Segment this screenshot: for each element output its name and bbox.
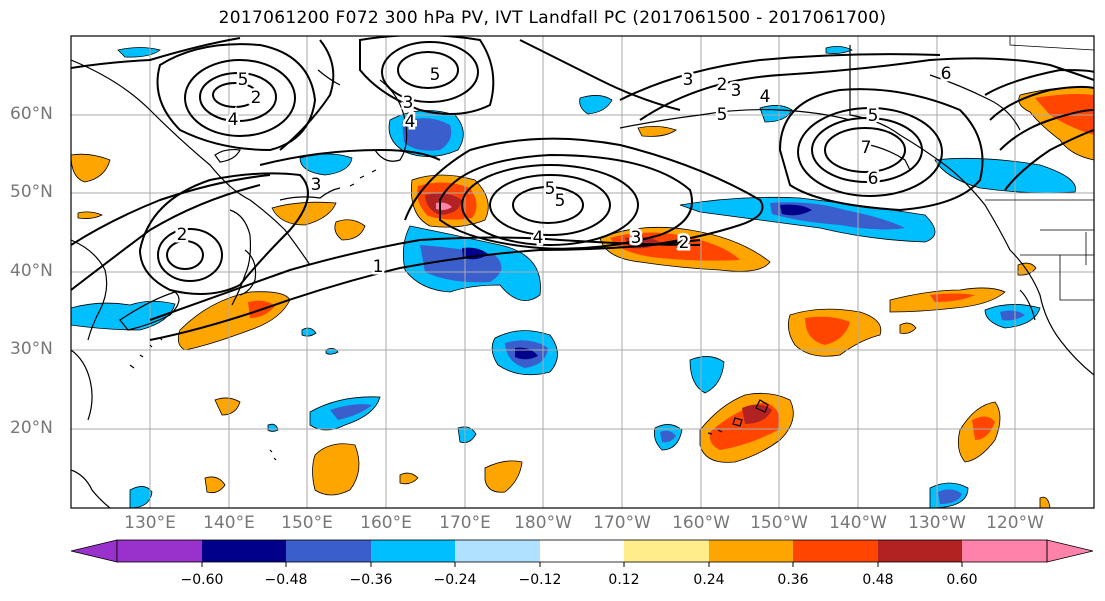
colorbar-tick-label: −0.48 [264,572,308,588]
lon-label: 140°E [203,513,255,533]
lon-label: 150°E [281,513,333,533]
colorbar-tick-label: −0.24 [433,572,477,588]
contour-label: 1 [373,257,384,277]
contour-label: 3 [403,93,414,113]
contour-label: 3 [631,228,642,248]
colorbar-tick-label: 0.24 [693,572,725,588]
colorbar-segment [455,540,540,562]
pv-contours [71,36,1094,341]
colorbar-segment [540,540,624,562]
map-title: 2017061200 F072 300 hPa PV, IVT Landfall… [218,8,887,28]
contour-label: 3 [311,175,322,195]
contour-label: 5 [555,191,566,211]
contour-label: 5 [868,106,879,126]
contour-label: 6 [941,64,952,84]
contour-label: 2 [679,233,690,253]
lat-label: 50°N [10,182,53,202]
colorbar-segment [117,540,202,562]
lon-label: 170°W [593,513,651,533]
contour-label: 4 [405,112,416,132]
map-frame [70,35,1095,509]
contour-label: 4 [228,110,239,130]
colorbar [70,539,1094,567]
colorbar-segment [793,540,878,562]
contour-label: 6 [868,169,879,189]
colorbar-frame [116,539,1048,563]
colorbar-segment [286,540,371,562]
colorbar-tick-label: −0.12 [518,572,562,588]
lon-label: 180°W [514,513,572,533]
contour-label: 3 [683,70,694,90]
contour-label: 2 [177,225,188,245]
contour-labels: 5 4 2 5 3 4 3 2 5 3 4 5 5 7 6 5 6 4 3 2 … [174,62,954,280]
contour-label: 4 [533,228,544,248]
lon-label: 160°W [672,513,730,533]
lon-label: 150°W [750,513,808,533]
contour-label: 4 [760,87,771,107]
lon-label: 130°W [908,513,966,533]
colorbar-tick-label: 0.36 [777,572,809,588]
lat-label: 20°N [10,418,53,438]
coastlines [71,45,1094,508]
contour-label: 3 [731,81,742,101]
political-borders [985,36,1094,301]
colorbar-tick-label: −0.60 [180,572,224,588]
lon-label: 120°W [986,513,1044,533]
colorbar-tick-label: −0.36 [349,572,393,588]
lon-label: 130°E [124,513,176,533]
lat-label: 60°N [10,104,53,124]
contour-label: 7 [861,138,872,158]
colorbar-tick-label: 0.48 [862,572,894,588]
contour-label: 5 [238,70,249,90]
contour-label: 5 [430,65,441,85]
lon-label: 170°E [439,513,491,533]
colorbar-segment [709,540,793,562]
colorbar-segment [878,540,962,562]
colorbar-tick-label: 0.60 [946,572,978,588]
positive-anomaly-shading [71,86,1094,508]
lat-label: 30°N [10,339,53,359]
contour-label: 2 [251,88,262,108]
colorbar-extend-low [70,539,118,563]
colorbar-extend-high [1046,539,1094,563]
lon-label: 140°W [829,513,887,533]
colorbar-segment [371,540,455,562]
lat-label: 40°N [10,261,53,281]
lon-label: 160°E [360,513,412,533]
contour-label: 2 [717,75,728,95]
negative-anomaly-shading [71,46,1076,508]
colorbar-segment [962,540,1047,562]
colorbar-segment [202,540,286,562]
contour-label: 5 [717,105,728,125]
contour-label: 5 [545,179,556,199]
shaded-field [71,46,1094,508]
colorbar-segment [624,540,709,562]
colorbar-tick-label: 0.12 [608,572,640,588]
